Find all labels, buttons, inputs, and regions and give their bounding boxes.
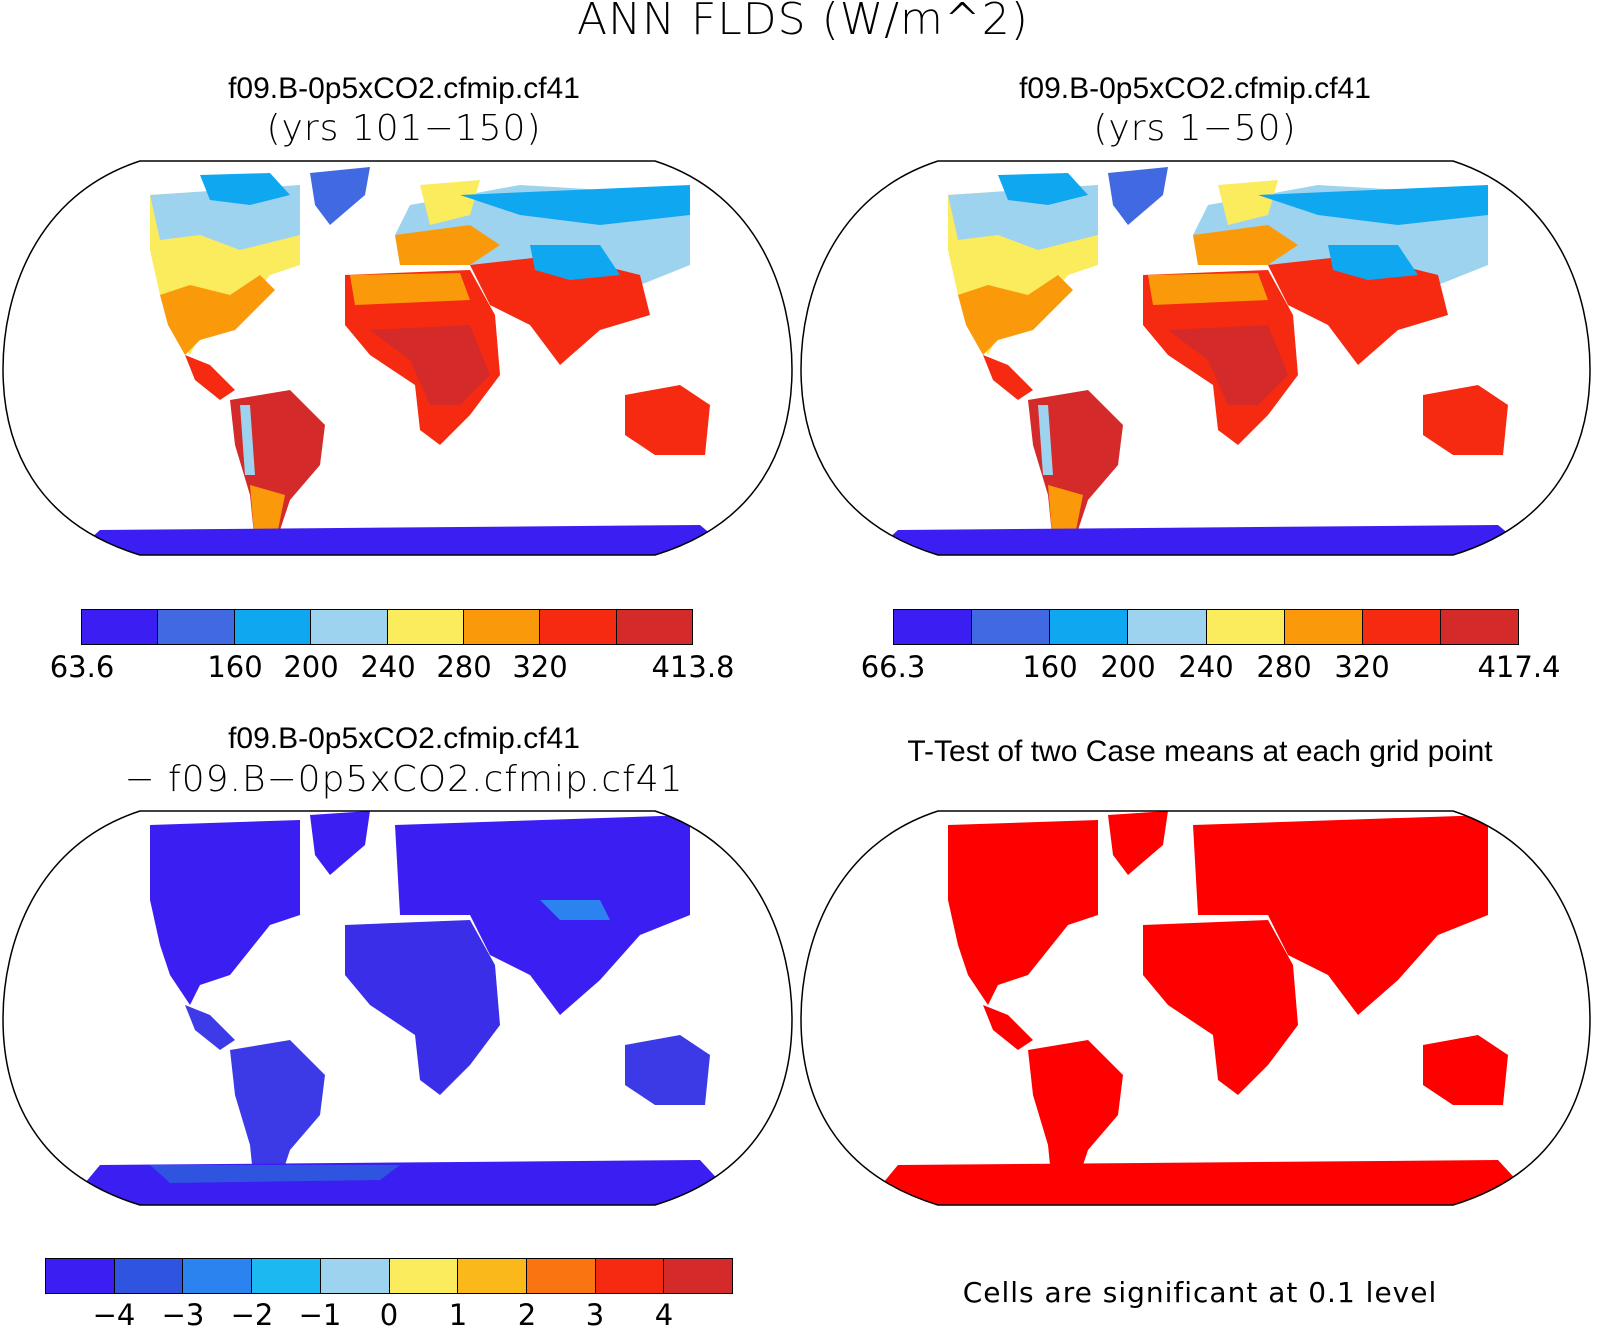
colorbar-cell xyxy=(1440,610,1518,644)
colorbar-tick-label: 240 xyxy=(360,650,416,684)
colorbar-cell xyxy=(183,1259,253,1293)
colorbar-cell xyxy=(46,1259,115,1293)
panel3-colorbar-ticks: −4 −3 −2 −1 0 1 2 3 4 xyxy=(0,1298,800,1332)
colorbar-tick-label: 320 xyxy=(1334,650,1390,684)
panel3-subtitle: − f09.B−0p5xCO2.cfmip.cf41 xyxy=(124,759,684,800)
figure-title: ANN FLDS (W/m^2) xyxy=(577,0,1029,45)
colorbar-cell xyxy=(540,610,617,644)
panel2-colorbar-ticks: 66.3 160 200 240 280 320 417.4 xyxy=(800,650,1606,686)
colorbar-tick-label: 413.8 xyxy=(651,650,735,684)
panel2-map xyxy=(800,160,1591,556)
colorbar-cell xyxy=(1206,610,1285,644)
colorbar-tick-label: 280 xyxy=(1256,650,1312,684)
colorbar-tick-label: 4 xyxy=(654,1298,674,1332)
colorbar-cell xyxy=(1284,610,1363,644)
colorbar-cell xyxy=(526,1259,596,1293)
colorbar-tick-label: −3 xyxy=(161,1298,205,1332)
colorbar-tick-label: 1 xyxy=(448,1298,468,1332)
colorbar-cell xyxy=(82,610,159,644)
significance-note: Cells are significant at 0.1 level xyxy=(962,1276,1438,1309)
colorbar-cell xyxy=(387,610,464,644)
colorbar-cell xyxy=(1362,610,1441,644)
colorbar-tick-label: 417.4 xyxy=(1477,650,1561,684)
colorbar-tick-label: 320 xyxy=(512,650,568,684)
colorbar-tick-label: −4 xyxy=(92,1298,136,1332)
panel2-subtitle: (yrs 1−50) xyxy=(1093,108,1297,149)
panel1-title: f09.B-0p5xCO2.cfmip.cf41 xyxy=(228,72,580,105)
panel1-map xyxy=(2,160,793,556)
panel4-title: T-Test of two Case means at each grid po… xyxy=(907,735,1493,768)
colorbar-cell xyxy=(320,1259,390,1293)
panel1-colorbar-ticks: 63.6 160 200 240 280 320 413.8 xyxy=(0,650,800,686)
colorbar-cell xyxy=(252,1259,321,1293)
colorbar-cell xyxy=(389,1259,459,1293)
panel3-title: f09.B-0p5xCO2.cfmip.cf41 xyxy=(228,722,580,755)
colorbar-cell xyxy=(616,610,692,644)
colorbar-tick-label: 63.6 xyxy=(49,650,115,684)
colorbar-cell xyxy=(158,610,235,644)
panel4-map xyxy=(800,810,1591,1206)
colorbar-tick-label: −1 xyxy=(298,1298,342,1332)
colorbar-tick-label: 0 xyxy=(379,1298,399,1332)
colorbar-cell xyxy=(664,1259,733,1293)
colorbar-cell xyxy=(1128,610,1207,644)
panel1-colorbar xyxy=(81,609,693,645)
colorbar-tick-label: 240 xyxy=(1178,650,1234,684)
colorbar-cell xyxy=(1050,610,1129,644)
colorbar-cell xyxy=(311,610,388,644)
panel2-colorbar xyxy=(893,609,1519,645)
colorbar-cell xyxy=(114,1259,184,1293)
panel3-map xyxy=(2,810,793,1206)
colorbar-tick-label: 280 xyxy=(436,650,492,684)
colorbar-tick-label: 200 xyxy=(1100,650,1156,684)
colorbar-cell xyxy=(972,610,1051,644)
colorbar-tick-label: 160 xyxy=(207,650,263,684)
colorbar-tick-label: 3 xyxy=(585,1298,605,1332)
colorbar-tick-label: 200 xyxy=(283,650,339,684)
colorbar-tick-label: 66.3 xyxy=(860,650,926,684)
colorbar-tick-label: 2 xyxy=(517,1298,537,1332)
colorbar-cell xyxy=(894,610,973,644)
colorbar-cell xyxy=(595,1259,665,1293)
colorbar-tick-label: 160 xyxy=(1022,650,1078,684)
colorbar-tick-label: −2 xyxy=(230,1298,274,1332)
panel1-subtitle: (yrs 101−150) xyxy=(266,108,542,149)
colorbar-cell xyxy=(234,610,312,644)
panel2-title: f09.B-0p5xCO2.cfmip.cf41 xyxy=(1019,72,1371,105)
colorbar-cell xyxy=(463,610,541,644)
colorbar-cell xyxy=(458,1259,527,1293)
panel3-colorbar xyxy=(45,1258,733,1294)
